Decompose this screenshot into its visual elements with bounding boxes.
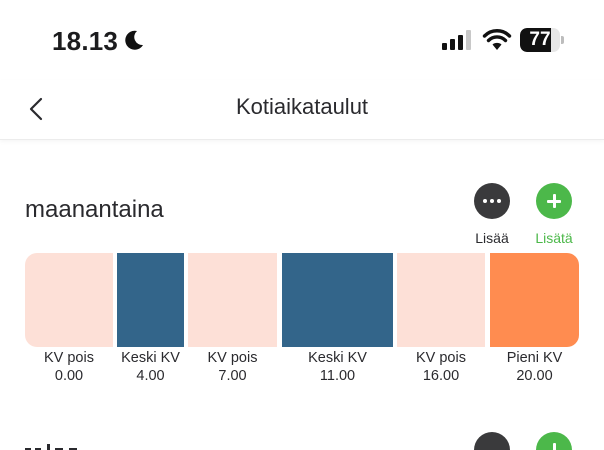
segment-label: Pieni KV 20.00	[490, 349, 579, 385]
wifi-icon	[482, 29, 512, 50]
page-title: Kotiaikataulut	[235, 94, 369, 119]
segment-mode: Keski KV	[121, 350, 180, 366]
segment-time: 16.00	[422, 368, 460, 384]
timeline-segment[interactable]	[25, 253, 113, 347]
segment-time: 7.00	[218, 368, 247, 384]
more-dots-icon	[483, 199, 501, 203]
navigation-bar: Kotiaikataulut	[0, 80, 604, 140]
segment-mode: KV pois	[44, 350, 94, 366]
status-time: 18.13	[52, 26, 119, 56]
timeline-segment[interactable]	[117, 253, 184, 347]
segment-time: 11.00	[319, 368, 356, 384]
battery-body: 77	[520, 28, 560, 52]
segment-label: KV pois 0.00	[25, 349, 113, 385]
next-more-button[interactable]	[474, 432, 510, 450]
chevron-left-icon[interactable]	[22, 94, 52, 124]
battery-level: 77	[529, 29, 551, 50]
segment-time: 4.00	[136, 368, 165, 384]
more-button[interactable]	[474, 183, 510, 219]
timeline-segment[interactable]	[397, 253, 485, 347]
moon-icon	[125, 30, 143, 50]
add-button[interactable]	[536, 183, 572, 219]
segment-mode: KV pois	[207, 350, 258, 366]
segment-mode: Pieni KV	[506, 350, 563, 366]
plus-icon	[552, 443, 556, 450]
segment-label: Keski KV 11.00	[282, 349, 393, 385]
segment-label: Keski KV 4.00	[113, 349, 188, 385]
schedule-timeline[interactable]	[25, 253, 579, 347]
segment-label: KV pois 7.00	[188, 349, 277, 385]
battery-icon: 77	[520, 28, 564, 52]
timeline-segment[interactable]	[490, 253, 579, 347]
segment-mode: KV pois	[416, 350, 466, 366]
add-label: Lisätä	[535, 230, 573, 246]
timeline-segment[interactable]	[188, 253, 277, 347]
segment-time: 0.00	[54, 368, 84, 384]
next-add-button[interactable]	[536, 432, 572, 450]
battery-cap	[561, 36, 564, 44]
more-label: Lisää	[475, 230, 509, 246]
battery-fill	[520, 28, 551, 52]
timeline-segment[interactable]	[282, 253, 393, 347]
segment-time: 20.00	[516, 368, 553, 384]
next-day-title-partial	[25, 444, 77, 450]
more-action[interactable]: Lisää	[462, 183, 522, 246]
day-title: maanantaina	[25, 196, 164, 223]
add-action[interactable]: Lisätä	[524, 183, 584, 246]
segment-mode: Keski KV	[308, 350, 367, 366]
cellular-signal-icon	[442, 30, 471, 50]
status-bar: 18.13 77	[0, 0, 604, 80]
segment-label: KV pois 16.00	[397, 349, 485, 385]
